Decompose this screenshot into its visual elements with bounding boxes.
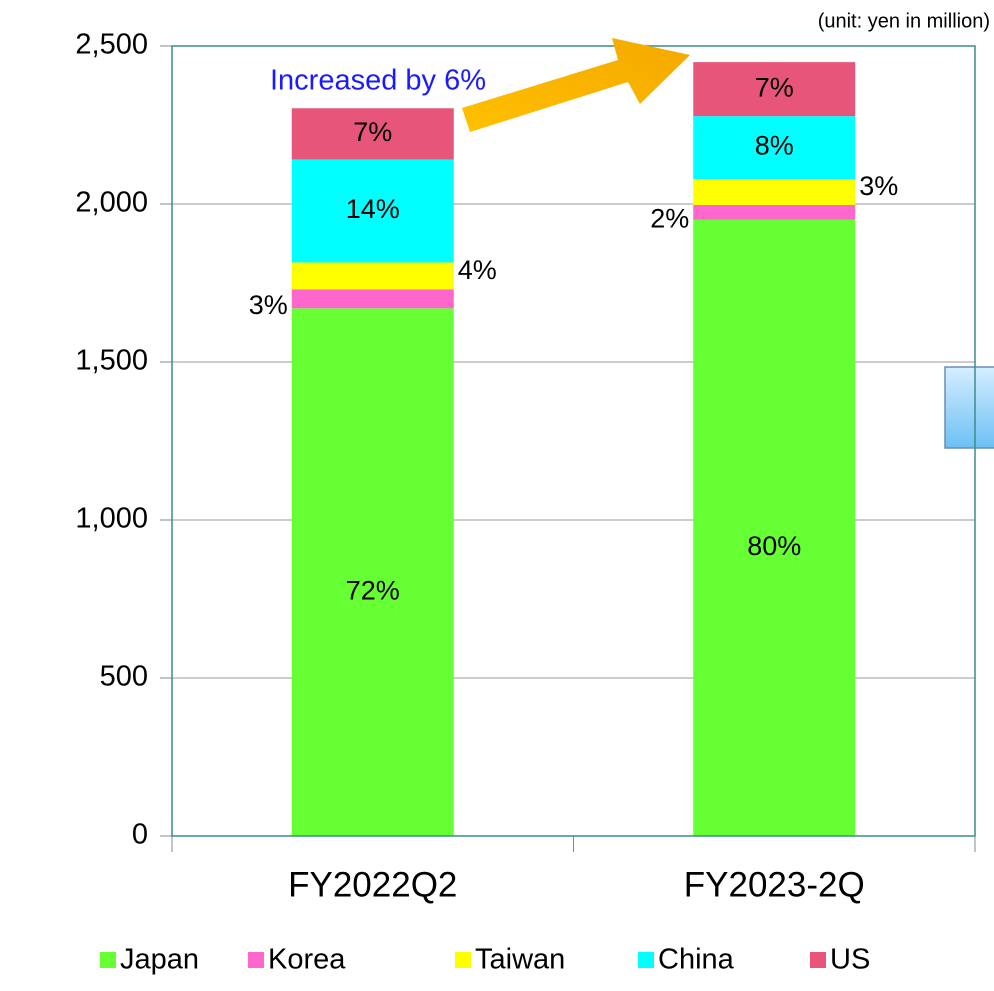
bar-segment (291, 308, 454, 836)
y-tick-label: 2,500 (75, 29, 148, 61)
legend-label: US (830, 944, 870, 976)
data-label: 2% (650, 203, 689, 233)
side-box (944, 366, 994, 449)
bar-segment (693, 204, 856, 220)
bar-segment (693, 62, 856, 117)
bar-segment (291, 262, 454, 290)
data-label: 14% (346, 194, 400, 224)
bar-segment (291, 108, 454, 160)
legend-swatch (638, 952, 654, 968)
data-label: 8% (755, 131, 794, 161)
bar-segment (693, 179, 856, 205)
y-tick-label: 1,500 (75, 345, 148, 377)
y-tick-label: 0 (132, 819, 148, 851)
x-tick-label: FY2023-2Q (684, 865, 865, 904)
bar-segment (291, 289, 454, 309)
legend-label: China (658, 944, 735, 976)
data-label: 3% (859, 171, 898, 201)
data-label: 4% (458, 255, 497, 285)
y-tick-label: 500 (100, 661, 148, 693)
data-label: 72% (346, 575, 400, 605)
plot-frame (171, 45, 976, 837)
data-label: 7% (353, 117, 392, 147)
increase-arrow (462, 38, 690, 132)
annotation: Increased by 6% (270, 65, 486, 97)
legend-label: Taiwan (475, 944, 565, 976)
data-label: 80% (747, 531, 801, 561)
data-label: 3% (249, 290, 288, 320)
y-tick-label: 2,000 (75, 187, 148, 219)
legend-swatch (100, 952, 116, 968)
legend-label: Korea (268, 944, 346, 976)
legend-label: Japan (120, 944, 199, 976)
legend-swatch (455, 952, 471, 968)
bar-segment (693, 116, 856, 180)
x-tick-label: FY2022Q2 (288, 865, 457, 904)
data-label: 7% (755, 72, 794, 102)
legend-swatch (810, 952, 826, 968)
y-tick-label: 1,000 (75, 503, 148, 535)
bar-segment (693, 219, 856, 837)
bar-segment (291, 159, 454, 263)
unit-label: (unit: yen in million) (818, 10, 990, 32)
legend-swatch (248, 952, 264, 968)
